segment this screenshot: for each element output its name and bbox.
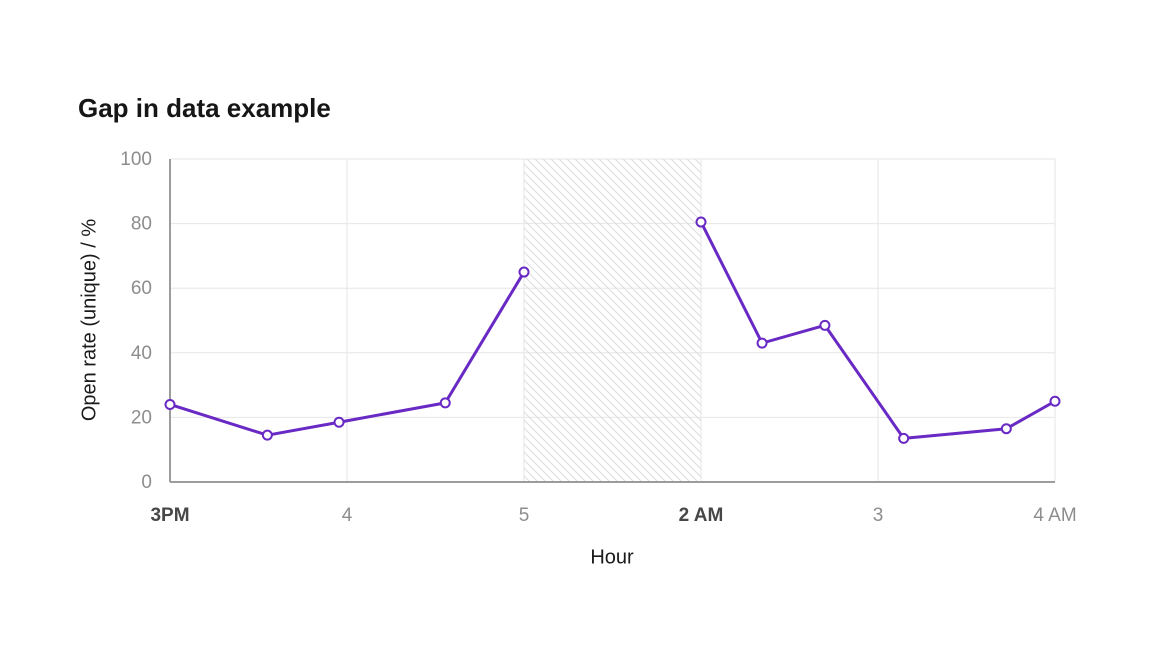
x-axis-title: Hour bbox=[590, 546, 634, 569]
x-tick-label: 3PM bbox=[150, 505, 189, 526]
data-point-marker[interactable] bbox=[439, 397, 451, 409]
x-tick-label: 3 bbox=[873, 505, 884, 526]
y-tick-label: 0 bbox=[141, 472, 152, 493]
data-point-marker[interactable] bbox=[518, 266, 530, 278]
y-tick-label: 80 bbox=[131, 214, 152, 235]
data-line-open-rate-after-gap bbox=[699, 220, 1057, 440]
y-tick-label: 20 bbox=[131, 407, 152, 428]
data-point-marker[interactable] bbox=[756, 337, 768, 349]
gap-hatch-region bbox=[524, 159, 701, 482]
data-point-marker[interactable] bbox=[819, 319, 831, 331]
chart-title: Gap in data example bbox=[78, 93, 331, 124]
data-point-marker[interactable] bbox=[1049, 395, 1061, 407]
x-tick-label: 4 AM bbox=[1033, 505, 1076, 526]
data-point-marker[interactable] bbox=[333, 416, 345, 428]
data-point-marker[interactable] bbox=[164, 398, 176, 410]
data-point-marker[interactable] bbox=[261, 429, 273, 441]
x-tick-label: 4 bbox=[342, 505, 353, 526]
y-tick-label: 40 bbox=[131, 343, 152, 364]
x-tick-label: 2 AM bbox=[679, 505, 724, 526]
data-point-marker[interactable] bbox=[1000, 423, 1012, 435]
data-point-marker[interactable] bbox=[695, 216, 707, 228]
data-point-marker[interactable] bbox=[898, 432, 910, 444]
y-tick-label: 60 bbox=[131, 278, 152, 299]
x-tick-label: 5 bbox=[519, 505, 530, 526]
y-tick-label: 100 bbox=[120, 149, 152, 170]
